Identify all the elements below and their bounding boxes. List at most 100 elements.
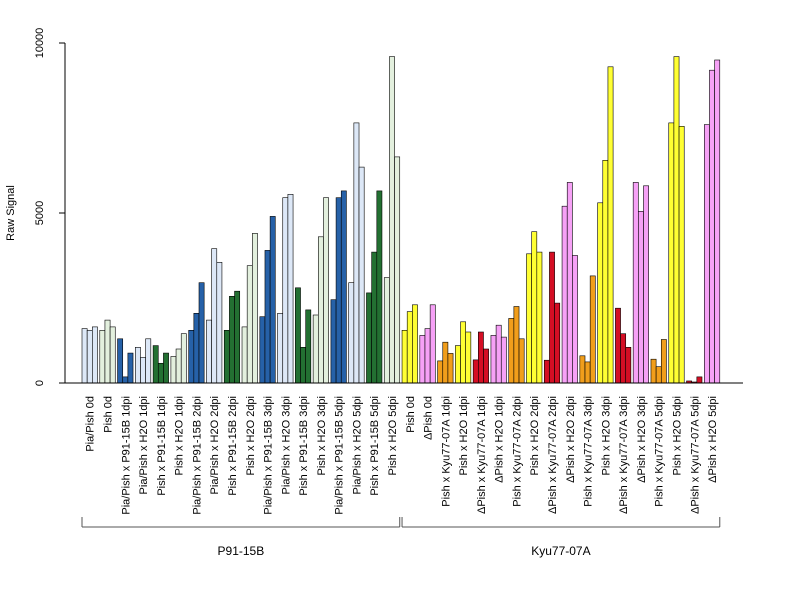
bar — [597, 202, 604, 384]
bar — [655, 366, 662, 384]
bar — [589, 275, 596, 384]
category-label: Pish x P91-15B 1dpi — [156, 396, 168, 496]
bar — [277, 312, 284, 384]
category-label: Pish x H2O 2dpi — [245, 396, 257, 475]
bar — [122, 376, 129, 384]
bar — [86, 329, 93, 384]
category-labels: Pia/Pish 0d Pish 0d Pia/Pish x P91-15B 1dp… — [85, 396, 719, 515]
group-label: P91-15B — [218, 544, 265, 558]
bar — [419, 335, 426, 384]
bar — [135, 346, 141, 384]
bar — [549, 251, 555, 384]
bar — [300, 346, 306, 384]
bar — [383, 277, 390, 384]
category-label: Pia/Pish x P91-15B 5dpi — [334, 396, 346, 515]
bar — [584, 361, 591, 384]
bar — [157, 362, 164, 384]
category-label: Pia/Pish x P91-15B 2dpi — [191, 396, 203, 515]
bar — [447, 353, 454, 384]
category-label: ΔPish x Kyu77-07A 3dpi — [618, 396, 630, 514]
bar — [229, 295, 235, 384]
category-label: Pish 0d — [405, 396, 417, 433]
category-label: Pia/Pish x P91-15B 1dpi — [120, 396, 132, 515]
bar — [117, 338, 124, 384]
category-label: Pish x H2O 1dpi — [174, 396, 186, 475]
bar — [340, 190, 347, 384]
bar — [259, 316, 266, 384]
bar — [406, 311, 413, 384]
bar — [389, 56, 395, 384]
bar — [572, 255, 578, 384]
bar — [513, 306, 520, 384]
category-label: Pia/Pish x H2O 5dpi — [351, 396, 363, 494]
bar — [175, 348, 182, 384]
category-label: Pish x H2O 5dpi — [387, 396, 399, 475]
bar — [490, 335, 497, 384]
bar — [460, 321, 467, 384]
bar — [465, 331, 472, 384]
bar — [323, 197, 329, 384]
bar — [678, 126, 685, 384]
bar — [554, 302, 561, 384]
bar — [252, 233, 258, 384]
bar — [579, 355, 586, 384]
bar — [703, 124, 710, 384]
bar — [424, 328, 431, 384]
bar — [188, 329, 195, 384]
category-label: Pish x H2O 3dpi — [600, 396, 612, 475]
category-label: Pia/Pish x H2O 1dpi — [138, 396, 150, 494]
y-tick-label: 0 — [34, 380, 46, 386]
category-label: ΔPish x Kyu77-07A 2dpi — [547, 396, 559, 514]
bar — [127, 352, 134, 384]
category-label: Pish x Kyu77-07A 1dpi — [440, 396, 452, 507]
bar — [264, 250, 271, 384]
bar — [312, 314, 319, 384]
bar — [495, 324, 502, 384]
bar — [437, 360, 444, 384]
bar — [561, 205, 568, 384]
bar — [412, 304, 418, 384]
category-label: ΔPish x Kyu77-07A 1dpi — [476, 396, 488, 514]
bar — [140, 357, 146, 384]
bar — [442, 341, 449, 384]
bar — [317, 236, 324, 384]
bar — [625, 346, 632, 384]
category-label: ΔPish x H2O 1dpi — [494, 396, 506, 483]
bar — [543, 359, 550, 384]
category-label: Pish x Kyu77-07A 2dpi — [511, 396, 523, 507]
category-label: ΔPish x H2O 2dpi — [565, 396, 577, 483]
bar — [234, 290, 241, 384]
bar — [429, 304, 436, 384]
category-label: Pish x P91-15B 2dpi — [227, 396, 239, 496]
bar — [714, 59, 721, 384]
bar — [206, 319, 212, 384]
bar — [607, 66, 614, 384]
category-label: Pish x H2O 2dpi — [529, 396, 541, 475]
bar — [170, 356, 177, 384]
bar — [518, 338, 525, 384]
bar — [483, 348, 489, 384]
bar — [696, 376, 703, 384]
y-axis-label: Raw Signal — [5, 185, 17, 241]
bar — [620, 333, 627, 384]
group-brackets: P91-15B Kyu77-07A — [81, 517, 721, 558]
category-label: Pish x H2O 3dpi — [316, 396, 328, 475]
bar — [246, 265, 253, 384]
bar — [508, 318, 515, 384]
bar — [478, 331, 484, 384]
bar — [566, 182, 573, 384]
bar — [709, 69, 715, 384]
bar — [472, 359, 479, 384]
bar — [198, 282, 205, 384]
bar — [180, 333, 187, 384]
y-tick-label: 5000 — [34, 201, 46, 225]
category-label: Pia/Pish 0d — [85, 396, 97, 452]
bar — [602, 160, 609, 384]
bar — [216, 261, 223, 384]
bar — [163, 352, 169, 384]
bar — [353, 122, 360, 384]
bar — [92, 326, 98, 384]
bar — [193, 312, 200, 384]
